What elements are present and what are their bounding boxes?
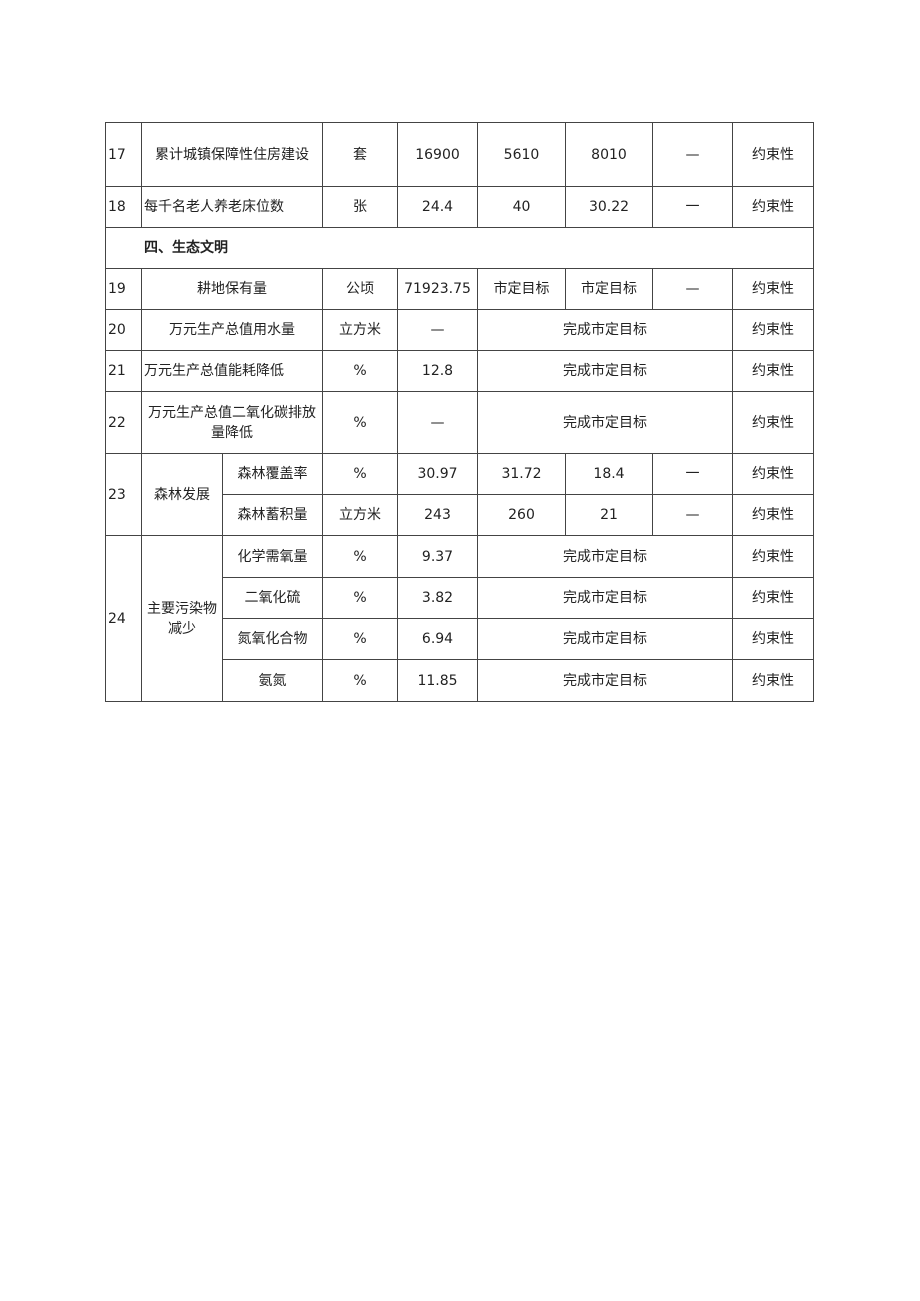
- table-row: 森林蓄积量 立方米 243 260 21 — 约束性: [106, 494, 814, 536]
- value: 31.72: [477, 453, 566, 495]
- value: 12.8: [397, 350, 478, 392]
- row-number: 24: [105, 535, 142, 702]
- row-number: 18: [105, 186, 142, 228]
- value: 30.97: [397, 453, 478, 495]
- value: 9.37: [397, 535, 478, 578]
- merged-target: 完成市定目标: [477, 309, 733, 351]
- attribute: 约束性: [732, 659, 814, 702]
- unit: 张: [322, 186, 398, 228]
- unit: %: [322, 535, 398, 578]
- unit: 立方米: [322, 494, 398, 536]
- indicator-name: 每千名老人养老床位数: [141, 186, 323, 228]
- table-row: 23 森林发展 森林覆盖率 % 30.97 31.72 18.4 一 约束性: [105, 453, 814, 536]
- table-row: 21 万元生产总值能耗降低 % 12.8 完成市定目标 约束性: [105, 350, 814, 392]
- value: 30.22: [565, 186, 653, 228]
- merged-target: 完成市定目标: [477, 391, 733, 454]
- table-row: 20 万元生产总值用水量 立方米 — 完成市定目标 约束性: [105, 309, 814, 351]
- unit: 立方米: [322, 309, 398, 351]
- unit: 套: [322, 122, 398, 187]
- indicator-table: 17 累计城镇保障性住房建设 套 16900 5610 8010 — 约束性 1…: [105, 122, 814, 702]
- section-row: 四、生态文明: [105, 227, 814, 269]
- attribute: 约束性: [732, 391, 814, 454]
- attribute: 约束性: [732, 494, 814, 536]
- indicator-name: 森林蓄积量: [222, 494, 323, 536]
- indicator-name: 二氧化硫: [222, 577, 323, 619]
- value: 5610: [477, 122, 566, 187]
- value: 21: [565, 494, 653, 536]
- unit: %: [322, 453, 398, 495]
- indicator-name: 万元生产总值二氧化碳排放量降低: [141, 391, 323, 454]
- value: 71923.75: [397, 268, 478, 310]
- indicator-name: 森林覆盖率: [222, 453, 323, 495]
- unit: %: [322, 391, 398, 454]
- attribute: 约束性: [732, 186, 814, 228]
- table-row: 22 万元生产总值二氧化碳排放量降低 % — 完成市定目标 约束性: [105, 391, 814, 454]
- value: 8010: [565, 122, 653, 187]
- indicator-name: 氮氧化合物: [222, 618, 323, 660]
- value: 一: [652, 453, 733, 495]
- table-row: 18 每千名老人养老床位数 张 24.4 40 30.22 一 约束性: [105, 186, 814, 228]
- attribute: 约束性: [732, 618, 814, 660]
- merged-target: 完成市定目标: [477, 659, 733, 702]
- indicator-name: 化学需氧量: [222, 535, 323, 578]
- value: 市定目标: [565, 268, 653, 310]
- section-heading: 四、生态文明: [105, 227, 814, 269]
- indicator-name: 氨氮: [222, 659, 323, 702]
- merged-target: 完成市定目标: [477, 350, 733, 392]
- indicator-name: 万元生产总值用水量: [141, 309, 323, 351]
- value: 11.85: [397, 659, 478, 702]
- table-row: 24 主要污染物减少 化学需氧量 % 9.37 完成市定目标 约束性: [105, 535, 814, 702]
- table-row: 氨氮 % 11.85 完成市定目标 约束性: [106, 659, 814, 702]
- indicator-name: 耕地保有量: [141, 268, 323, 310]
- indicator-name: 累计城镇保障性住房建设: [141, 122, 323, 187]
- value: 18.4: [565, 453, 653, 495]
- value: 16900: [397, 122, 478, 187]
- merged-target: 完成市定目标: [477, 618, 733, 660]
- merged-target: 完成市定目标: [477, 535, 733, 578]
- attribute: 约束性: [732, 535, 814, 578]
- group-name: 森林发展: [141, 453, 223, 536]
- attribute: 约束性: [732, 122, 814, 187]
- value: 6.94: [397, 618, 478, 660]
- value: 24.4: [397, 186, 478, 228]
- value: 3.82: [397, 577, 478, 619]
- value: —: [397, 391, 478, 454]
- row-number: 21: [105, 350, 142, 392]
- row-number: 23: [105, 453, 142, 536]
- value: —: [652, 122, 733, 187]
- value: 40: [477, 186, 566, 228]
- group-name: 主要污染物减少: [141, 535, 223, 702]
- row-number: 19: [105, 268, 142, 310]
- merged-target: 完成市定目标: [477, 577, 733, 619]
- value: —: [652, 494, 733, 536]
- value: 260: [477, 494, 566, 536]
- attribute: 约束性: [732, 350, 814, 392]
- table-row: 氮氧化合物 % 6.94 完成市定目标 约束性: [106, 618, 814, 660]
- table-row: 19 耕地保有量 公顷 71923.75 市定目标 市定目标 — 约束性: [105, 268, 814, 310]
- attribute: 约束性: [732, 268, 814, 310]
- attribute: 约束性: [732, 453, 814, 495]
- table-row: 17 累计城镇保障性住房建设 套 16900 5610 8010 — 约束性: [105, 122, 814, 187]
- row-number: 22: [105, 391, 142, 454]
- unit: %: [322, 618, 398, 660]
- value: 市定目标: [477, 268, 566, 310]
- value: —: [397, 309, 478, 351]
- unit: %: [322, 659, 398, 702]
- indicator-name: 万元生产总值能耗降低: [141, 350, 323, 392]
- attribute: 约束性: [732, 309, 814, 351]
- unit: %: [322, 350, 398, 392]
- value: —: [652, 268, 733, 310]
- unit: %: [322, 577, 398, 619]
- row-number: 17: [105, 122, 142, 187]
- value: 一: [652, 186, 733, 228]
- unit: 公顷: [322, 268, 398, 310]
- row-number: 20: [105, 309, 142, 351]
- value: 243: [397, 494, 478, 536]
- table-row: 二氧化硫 % 3.82 完成市定目标 约束性: [106, 577, 814, 619]
- attribute: 约束性: [732, 577, 814, 619]
